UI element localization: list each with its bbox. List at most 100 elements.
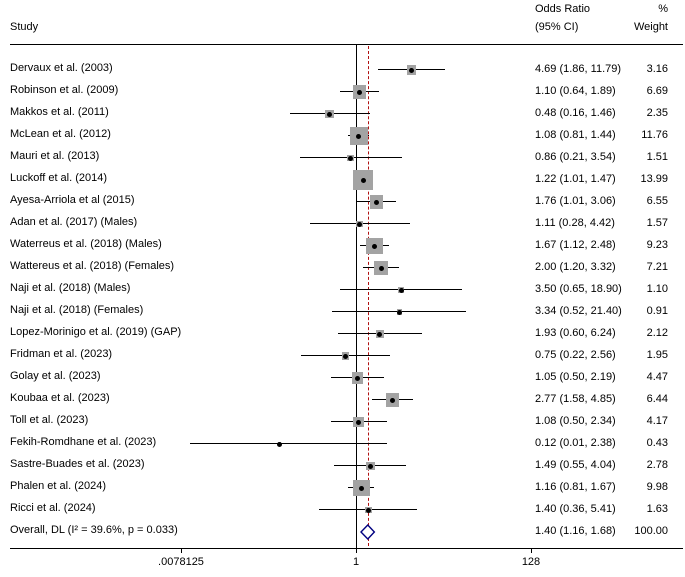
weight-value: 9.98: [646, 481, 668, 493]
or-ci-value: 0.86 (0.21, 3.54): [535, 151, 616, 163]
or-ci-value: 0.75 (0.22, 2.56): [535, 349, 616, 361]
study-label: Sastre-Buades et al. (2023): [10, 458, 145, 470]
or-ci-value: 0.12 (0.01, 2.38): [535, 437, 616, 449]
col-header-percent: %: [658, 3, 668, 15]
or-ci-value: 4.69 (1.86, 11.79): [535, 63, 622, 75]
or-ci-value: 1.93 (0.60, 6.24): [535, 327, 616, 339]
weight-value: 2.35: [646, 107, 668, 119]
weight-value: 1.10: [646, 283, 668, 295]
point-estimate: [377, 331, 383, 337]
study-label: Phalen et al. (2024): [10, 480, 107, 492]
weight-value: 1.95: [646, 349, 668, 361]
study-label: Koubaa et al. (2023): [10, 392, 110, 404]
study-label: Toll et al. (2023): [10, 414, 89, 426]
weight-value: 2.12: [646, 327, 668, 339]
weight-value: 1.57: [646, 217, 668, 229]
point-estimate: [360, 177, 366, 183]
weight-value: 4.17: [646, 415, 668, 427]
or-ci-value: 1.11 (0.28, 4.42): [535, 217, 615, 229]
weight-value: 4.47: [646, 371, 668, 383]
point-estimate: [327, 111, 333, 117]
point-estimate: [356, 133, 362, 139]
study-label: Naji et al. (2018) (Males): [10, 282, 131, 294]
point-estimate: [390, 397, 396, 403]
point-estimate: [358, 485, 364, 491]
study-label: Naji et al. (2018) (Females): [10, 304, 144, 316]
null-effect-line: [356, 44, 357, 549]
or-ci-value: 1.67 (1.12, 2.48): [535, 239, 616, 251]
or-ci-value: 1.10 (0.64, 1.89): [535, 85, 616, 97]
study-label: Makkos et al. (2011): [10, 106, 109, 118]
weight-value: 100.00: [634, 525, 668, 537]
point-estimate: [396, 309, 402, 315]
x-tick-left: [181, 549, 182, 553]
point-estimate: [373, 199, 379, 205]
study-label: Luckoff et al. (2014): [10, 172, 108, 184]
point-estimate: [378, 265, 384, 271]
or-ci-value: 3.34 (0.52, 21.40): [535, 305, 622, 317]
point-estimate: [409, 67, 415, 73]
header-rule: [10, 44, 683, 45]
or-ci-value: 3.50 (0.65, 18.90): [535, 283, 622, 295]
weight-value: 1.51: [646, 151, 668, 163]
study-label: Ricci et al. (2024): [10, 502, 96, 514]
study-label: Lopez-Morinigo et al. (2019) (GAP): [10, 326, 182, 338]
study-label: Fridman et al. (2023): [10, 348, 113, 360]
x-tick-label-left: .0078125: [158, 556, 204, 568]
or-ci-value: 1.40 (0.36, 5.41): [535, 503, 616, 515]
point-estimate: [365, 507, 371, 513]
col-header-odds-ratio: Odds Ratio: [535, 3, 591, 15]
weight-value: 6.69: [646, 85, 668, 97]
weight-value: 0.91: [646, 305, 668, 317]
point-estimate: [356, 419, 362, 425]
weight-value: 13.99: [640, 173, 668, 185]
weight-value: 1.63: [646, 503, 668, 515]
point-estimate: [348, 155, 354, 161]
weight-value: 0.43: [646, 437, 668, 449]
or-ci-value: 0.48 (0.16, 1.46): [535, 107, 616, 119]
weight-value: 9.23: [646, 239, 668, 251]
overall-diamond: [360, 523, 376, 541]
or-ci-value: 1.05 (0.50, 2.19): [535, 371, 616, 383]
study-label: Adan et al. (2017) (Males): [10, 216, 138, 228]
weight-value: 6.44: [646, 393, 668, 405]
x-axis-line: [10, 548, 683, 549]
or-ci-value: 1.08 (0.50, 2.34): [535, 415, 616, 427]
ci-line: [189, 443, 388, 444]
or-ci-value: 2.00 (1.20, 3.32): [535, 261, 616, 273]
or-ci-value: 1.49 (0.55, 4.04): [535, 459, 616, 471]
weight-value: 6.55: [646, 195, 668, 207]
weight-value: 11.76: [641, 129, 668, 141]
col-header-study: Study: [10, 21, 39, 33]
point-estimate: [371, 243, 377, 249]
x-tick-label-right: 128: [521, 556, 541, 568]
study-label: Mauri et al. (2013): [10, 150, 100, 162]
weight-value: 3.16: [646, 63, 668, 75]
or-ci-value: 1.76 (1.01, 3.06): [535, 195, 616, 207]
point-estimate: [398, 287, 404, 293]
x-tick-right: [531, 549, 532, 553]
x-tick-center: [356, 549, 357, 553]
study-label: Golay et al. (2023): [10, 370, 101, 382]
study-label: Ayesa-Arriola et al (2015): [10, 194, 135, 206]
study-label: Fekih-Romdhane et al. (2023): [10, 436, 157, 448]
or-ci-value: 1.40 (1.16, 1.68): [535, 525, 616, 537]
point-estimate: [357, 221, 363, 227]
study-label: Wattereus et al. (2018) (Females): [10, 260, 175, 272]
or-ci-value: 1.16 (0.81, 1.67): [535, 481, 616, 493]
point-estimate: [356, 89, 362, 95]
col-header-95ci: (95% CI): [535, 21, 579, 33]
study-label: Waterreus et al. (2018) (Males): [10, 238, 162, 250]
overall-estimate-dashed-line: [368, 46, 369, 546]
study-label: Dervaux et al. (2003): [10, 62, 113, 74]
or-ci-value: 2.77 (1.58, 4.85): [535, 393, 616, 405]
study-label: Robinson et al. (2009): [10, 84, 119, 96]
x-tick-label-center: 1: [352, 556, 360, 568]
study-label: McLean et al. (2012): [10, 128, 111, 140]
weight-value: 2.78: [646, 459, 668, 471]
or-ci-value: 1.22 (1.01, 1.47): [535, 173, 616, 185]
point-estimate: [277, 441, 283, 447]
point-estimate: [343, 353, 349, 359]
col-header-weight: Weight: [633, 21, 668, 33]
